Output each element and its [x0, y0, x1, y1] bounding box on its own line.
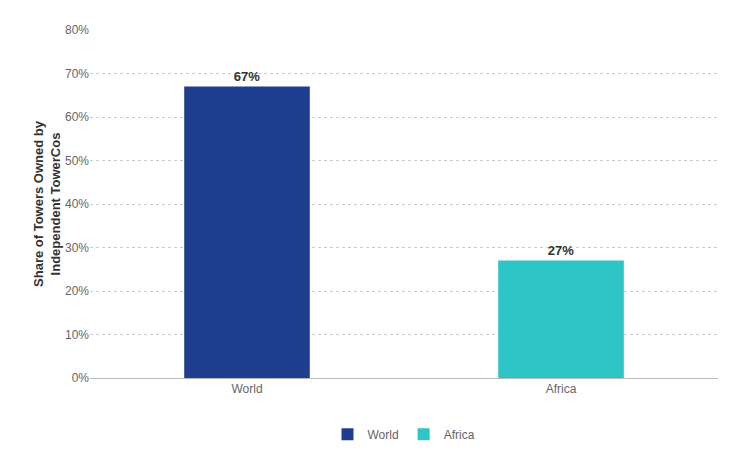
svg-text:Africa: Africa — [444, 428, 475, 442]
svg-text:World: World — [368, 428, 399, 442]
svg-text:40%: 40% — [65, 197, 89, 211]
svg-text:60%: 60% — [65, 110, 89, 124]
svg-text:Africa: Africa — [546, 382, 577, 396]
svg-text:0%: 0% — [72, 371, 90, 385]
svg-text:67%: 67% — [234, 69, 260, 84]
svg-text:10%: 10% — [65, 328, 89, 342]
svg-text:20%: 20% — [65, 284, 89, 298]
svg-text:30%: 30% — [65, 241, 89, 255]
svg-text:World: World — [231, 382, 262, 396]
svg-text:27%: 27% — [548, 243, 574, 258]
svg-text:Share of Towers Owned byIndepe: Share of Towers Owned byIndependent Towe… — [31, 120, 63, 287]
svg-text:50%: 50% — [65, 154, 89, 168]
svg-text:80%: 80% — [65, 23, 89, 37]
svg-text:70%: 70% — [65, 67, 89, 81]
